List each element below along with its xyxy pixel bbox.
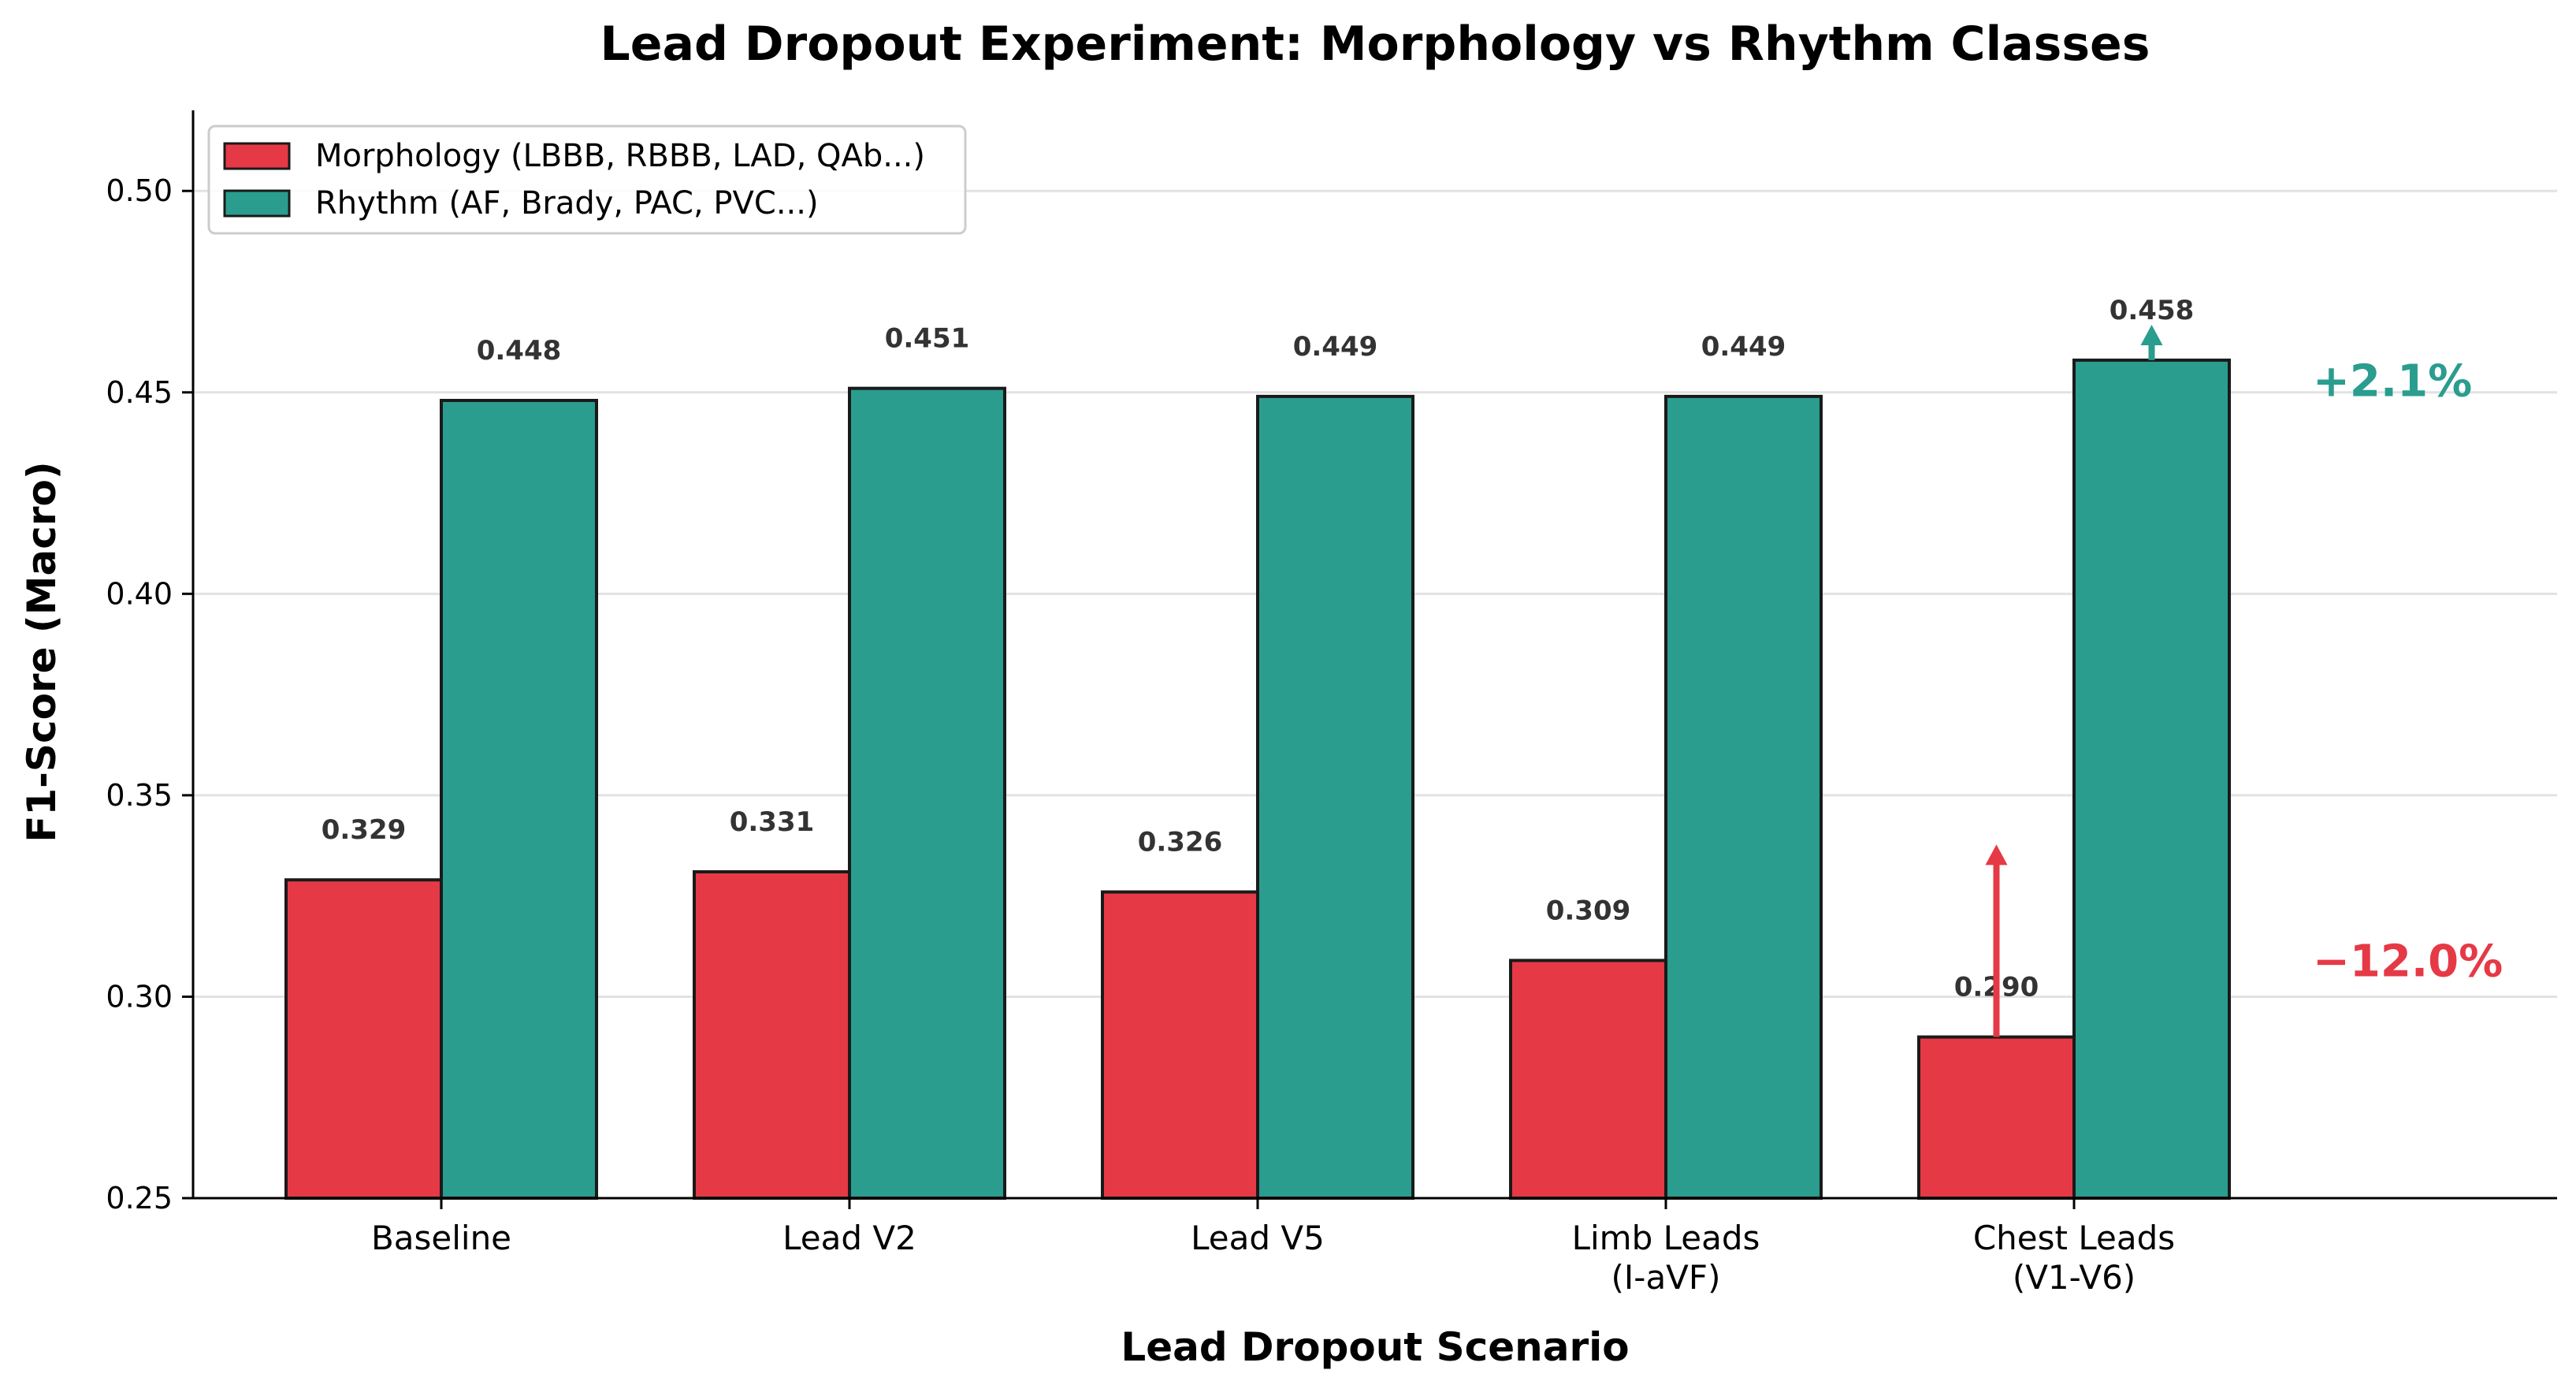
data-label: 0.449 bbox=[1293, 331, 1378, 363]
y-tick-label: 0.35 bbox=[106, 778, 173, 813]
bar bbox=[284, 878, 443, 1200]
bars bbox=[284, 358, 2231, 1201]
data-label: 0.448 bbox=[477, 335, 562, 367]
y-tick-label: 0.40 bbox=[106, 576, 173, 611]
data-label: 0.451 bbox=[885, 323, 970, 355]
y-tick-label: 0.45 bbox=[106, 375, 173, 410]
x-tick-label: (I-aVF) bbox=[1611, 1258, 1721, 1297]
x-tick-label: Lead V5 bbox=[1191, 1219, 1325, 1257]
y-axis-title: F1-Score (Macro) bbox=[19, 461, 65, 843]
change-arrowhead bbox=[2140, 325, 2163, 345]
y-tick-label: 0.30 bbox=[106, 979, 173, 1014]
x-tick-label: (V1-V6) bbox=[2013, 1258, 2136, 1297]
bar bbox=[1101, 890, 1259, 1200]
bar bbox=[1256, 394, 1414, 1200]
data-label: 0.326 bbox=[1138, 827, 1223, 858]
data-label: 0.309 bbox=[1546, 895, 1631, 926]
x-tick-label: Baseline bbox=[371, 1219, 511, 1257]
bar bbox=[1664, 394, 1823, 1200]
x-axis-title: Lead Dropout Scenario bbox=[1121, 1324, 1629, 1370]
bar bbox=[1509, 959, 1667, 1200]
change-annotation: +2.1% bbox=[2313, 356, 2472, 407]
bar bbox=[693, 870, 851, 1200]
axes: 0.25 0.30 0.35 0.40 0.45 0.50 Baseline Lead V2 L… bbox=[106, 110, 2557, 1297]
change-arrowhead bbox=[1985, 844, 2008, 866]
data-label: 0.329 bbox=[322, 814, 407, 846]
annotations: +2.1% −12.0% bbox=[1985, 325, 2503, 1037]
legend-swatch bbox=[223, 142, 291, 170]
x-tick-label: Limb Leads bbox=[1572, 1219, 1760, 1257]
data-label: 0.449 bbox=[1701, 331, 1786, 363]
bar bbox=[1917, 1035, 2076, 1200]
legend-box bbox=[207, 125, 967, 235]
y-tick-label: 0.25 bbox=[106, 1181, 173, 1215]
bar bbox=[848, 386, 1006, 1201]
x-tick-label: Chest Leads bbox=[1973, 1219, 2175, 1257]
data-label: 0.331 bbox=[730, 806, 815, 838]
change-annotation: −12.0% bbox=[2313, 936, 2503, 987]
data-label: 0.458 bbox=[2109, 295, 2195, 326]
legend-swatch bbox=[223, 189, 291, 218]
y-tick-label: 0.50 bbox=[106, 173, 173, 208]
legend: Morphology (LBBB, RBBB, LAD, QAb...) Rhyt… bbox=[207, 125, 967, 235]
x-tick-label: Lead V2 bbox=[782, 1219, 916, 1257]
chart-title: Lead Dropout Experiment: Morphology vs R… bbox=[600, 17, 2150, 72]
legend-label: Rhythm (AF, Brady, PAC, PVC...) bbox=[315, 185, 819, 221]
bar bbox=[2072, 358, 2231, 1200]
legend-label: Morphology (LBBB, RBBB, LAD, QAb...) bbox=[315, 138, 925, 174]
data-labels: 0.329 0.448 0.331 0.451 0.326 0.449 0.309 0.449… bbox=[322, 295, 2195, 1003]
bar bbox=[440, 399, 598, 1200]
